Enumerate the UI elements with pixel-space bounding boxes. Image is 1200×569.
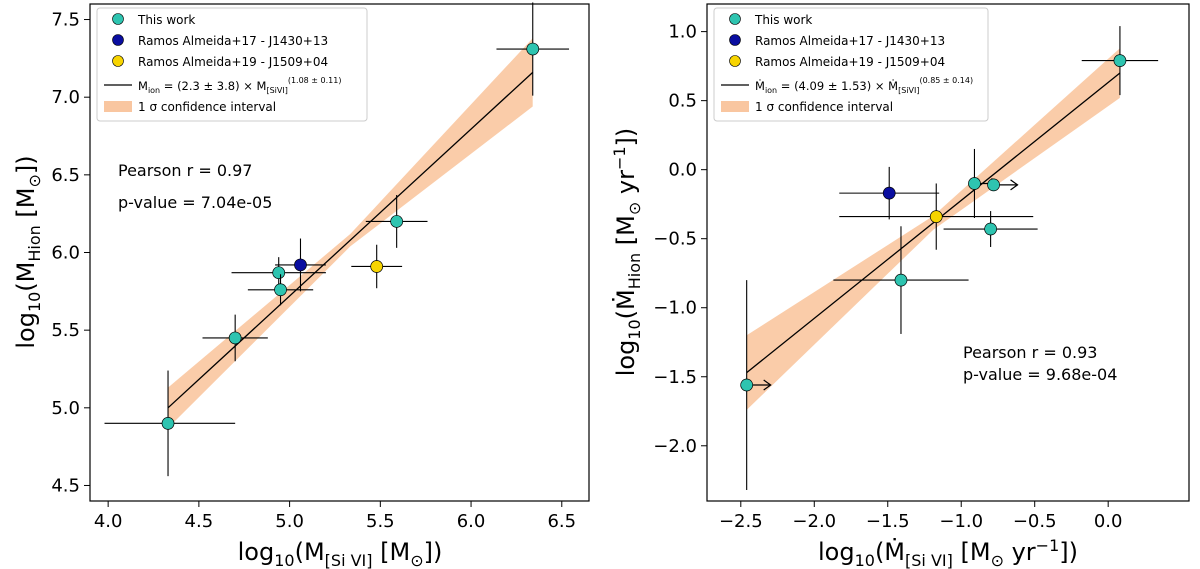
data-point [526, 42, 540, 56]
right-x-ticks: −2.5 −2.0 −1.5 −1.0 −0.5 0.0 [719, 501, 1123, 532]
x-tick-label: 0.0 [1094, 511, 1123, 532]
data-point [1113, 54, 1127, 67]
legend-label-ramos17: Ramos Almeida+17 - J1430+13 [138, 34, 328, 48]
y-tick-label: −0.5 [653, 229, 697, 250]
data-point [984, 222, 997, 236]
x-tick-label: 6.5 [547, 511, 576, 532]
data-point [894, 273, 908, 287]
left-legend: This work Ramos Almeida+17 - J1430+13 Ra… [96, 7, 368, 122]
right-p-value: p-value = 9.68e-04 [963, 365, 1117, 384]
y-tick-label: 5.0 [51, 398, 80, 419]
x-tick-label: 4.5 [185, 511, 214, 532]
y-tick-label: −1.0 [653, 298, 697, 319]
legend-marker-ramos17 [729, 34, 741, 46]
left-pearson-r: Pearson r = 0.97 [118, 161, 252, 180]
right-data-points [740, 26, 1159, 490]
x-tick-label: 5.0 [275, 511, 304, 532]
left-x-ticks: 4.0 4.5 5.0 5.5 6.0 6.5 [94, 501, 576, 532]
fit-line [746, 72, 1121, 374]
legend-label-this-work: This work [137, 13, 195, 27]
legend-marker-ramos19 [112, 55, 124, 67]
right-pearson-r: Pearson r = 0.93 [963, 343, 1097, 362]
y-tick-label: 5.5 [51, 320, 80, 341]
legend-marker-ramos19 [729, 55, 741, 67]
data-point [968, 177, 981, 190]
right-legend-box [713, 7, 989, 122]
left-y-axis-label: log10(MHion [M⊙]) [12, 155, 44, 348]
left-data-points [104, 2, 570, 477]
fit-line [167, 71, 534, 409]
legend-marker-ramos17 [112, 34, 124, 46]
data-point [294, 258, 307, 272]
x-tick-label: −1.5 [866, 511, 910, 532]
legend-marker-band [721, 101, 749, 112]
data-point [370, 260, 384, 273]
legend-label-band: 1 σ confidence interval [755, 100, 893, 114]
legend-marker-this-work [112, 13, 124, 25]
left-legend-box [96, 7, 368, 122]
legend-label-band: 1 σ confidence interval [138, 100, 276, 114]
data-point [987, 178, 1000, 192]
legend-marker-band [104, 101, 132, 112]
legend-label-ramos19: Ramos Almeida+19 - J1509+04 [138, 55, 328, 69]
legend-marker-this-work [729, 13, 741, 25]
y-tick-label: 0.5 [668, 91, 697, 112]
right-fit-line [746, 72, 1121, 374]
right-y-ticks: −2.0 −1.5 −1.0 −0.5 0.0 0.5 1.0 [653, 22, 707, 457]
data-point [929, 210, 943, 223]
limit-arrow-head [1010, 179, 1019, 191]
left-y-ticks: 4.5 5.0 5.5 6.0 6.5 7.0 7.5 [51, 10, 90, 496]
limit-arrow-head [763, 379, 772, 391]
legend-label-fit: Ṁion = (4.09 ± 1.53) × Ṁ[SiVI](0.85 ± 0.… [755, 76, 973, 95]
confidence-band [168, 38, 533, 428]
x-tick-label: −1.0 [939, 511, 983, 532]
y-tick-label: 6.5 [51, 165, 80, 186]
x-tick-label: −2.0 [792, 511, 836, 532]
left-panel: 4.0 4.5 5.0 5.5 6.0 6.5 4.5 5.0 5.5 6.0 6.5 7.0 7.5… [12, 2, 590, 569]
data-point [272, 266, 286, 280]
y-tick-label: 6.0 [51, 243, 80, 264]
right-legend: This work Ramos Almeida+17 - J1430+13 Ra… [713, 7, 989, 122]
left-x-axis-label: log10(M[Si VI] [M⊙]) [238, 538, 443, 569]
data-point [882, 186, 896, 200]
data-point [740, 378, 754, 392]
data-point [274, 283, 287, 297]
right-confidence-band [746, 48, 1120, 410]
right-x-axis-label: log10(Ṁ[Si VI] [M⊙ yr−1]) [818, 536, 1078, 569]
x-tick-label: −0.5 [1013, 511, 1057, 532]
left-p-value: p-value = 7.04e-05 [118, 193, 272, 212]
x-tick-label: −2.5 [719, 511, 763, 532]
x-tick-label: 6.0 [457, 511, 486, 532]
legend-label-ramos17: Ramos Almeida+17 - J1430+13 [755, 34, 945, 48]
y-tick-label: 0.0 [668, 160, 697, 181]
left-confidence-band [168, 38, 533, 428]
data-point [390, 215, 404, 228]
y-tick-label: 1.0 [668, 22, 697, 43]
y-tick-label: 7.5 [51, 10, 80, 31]
y-tick-label: 7.0 [51, 87, 80, 108]
right-y-axis-label: log10(ṀHion [M⊙ yr−1]) [610, 128, 644, 377]
data-point [228, 331, 242, 345]
data-point [161, 416, 175, 430]
right-panel: −2.5 −2.0 −1.5 −1.0 −0.5 0.0 −2.0 −1.5 −1.0 −0.5… [610, 3, 1190, 569]
right-plot-frame [706, 3, 1190, 502]
confidence-band [746, 48, 1120, 410]
legend-label-this-work: This work [754, 13, 812, 27]
x-tick-label: 5.5 [366, 511, 395, 532]
x-tick-label: 4.0 [94, 511, 123, 532]
y-tick-label: −1.5 [653, 367, 697, 388]
legend-label-ramos19: Ramos Almeida+19 - J1509+04 [755, 55, 945, 69]
left-fit-line [167, 71, 534, 409]
y-tick-label: −2.0 [653, 436, 697, 457]
y-tick-label: 4.5 [51, 475, 80, 496]
